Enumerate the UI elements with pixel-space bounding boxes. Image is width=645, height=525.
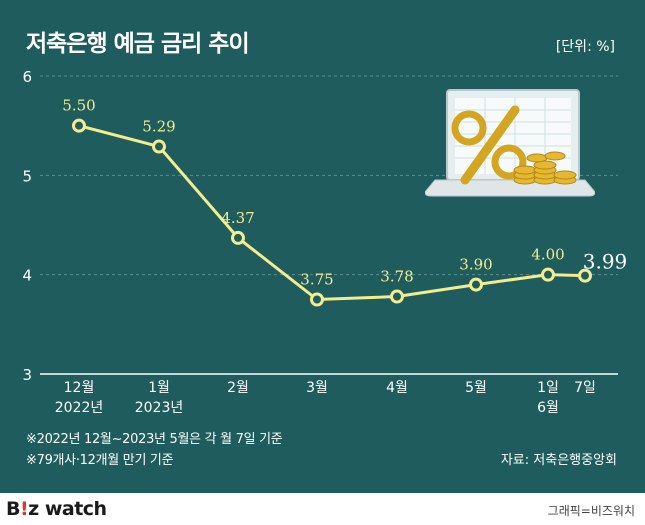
series-line bbox=[78, 124, 586, 301]
data-label-layer: 5.50 5.29 4.37 3.75 3.78 3.90 4.00 3.99 bbox=[62, 97, 627, 289]
x-tick-label: 6월 bbox=[537, 400, 559, 416]
data-label: 4.00 bbox=[531, 246, 564, 264]
data-point-layer bbox=[72, 118, 592, 307]
footnote-date-basis: ※2022년 12월~2023년 5월은 각 월 7일 기준 bbox=[26, 432, 283, 447]
x-tick-label: 7일 bbox=[574, 380, 596, 396]
x-tick-label: 2022년 bbox=[55, 400, 104, 416]
x-tick-label: 4월 bbox=[386, 380, 408, 396]
data-point bbox=[578, 268, 592, 283]
brand-logo: B!z watch bbox=[6, 498, 107, 520]
data-point bbox=[152, 139, 166, 154]
data-point bbox=[541, 267, 555, 282]
data-point bbox=[72, 118, 86, 133]
x-tick-label: 1월 bbox=[148, 380, 170, 396]
data-label: 3.90 bbox=[459, 256, 492, 274]
data-point bbox=[231, 230, 245, 245]
x-tick-label: 5월 bbox=[465, 380, 487, 396]
footnote-sample-basis: ※79개사·12개월 만기 기준 bbox=[26, 453, 174, 468]
unit-label: [단위: %] bbox=[555, 39, 615, 55]
y-tick-label: 5 bbox=[22, 167, 32, 185]
data-label: 3.99 bbox=[583, 250, 628, 274]
x-tick-label: 2023년 bbox=[135, 400, 184, 416]
x-tick-label: 3월 bbox=[306, 380, 328, 396]
series-line-layer bbox=[78, 124, 586, 301]
axis-layer: 3 4 5 6 12월 2022년 1월 2023년 2월 3월 4월 5월 1일 6월 7일 bbox=[22, 68, 618, 416]
data-label: 5.29 bbox=[142, 118, 175, 136]
y-tick-label: 3 bbox=[22, 366, 32, 384]
data-label: 3.78 bbox=[380, 268, 413, 286]
data-label: 5.50 bbox=[62, 97, 95, 115]
data-point bbox=[469, 277, 483, 292]
y-tick-label: 6 bbox=[22, 68, 32, 86]
data-point bbox=[390, 289, 404, 304]
y-tick-label: 4 bbox=[22, 267, 32, 285]
source-label: 자료: 저축은행중앙회 bbox=[500, 453, 617, 468]
graphic-credit: 그래픽=비즈워치 bbox=[547, 504, 635, 518]
footer-bar: B!z watch 그래픽=비즈워치 bbox=[0, 493, 645, 525]
data-label: 3.75 bbox=[300, 271, 333, 289]
percent-laptop-coins-icon bbox=[425, 89, 595, 197]
chart-title: 저축은행 예금 금리 추이 bbox=[26, 31, 250, 57]
data-label: 4.37 bbox=[221, 209, 254, 227]
x-tick-label: 2월 bbox=[227, 380, 249, 396]
x-tick-label: 12월 bbox=[64, 380, 95, 396]
x-tick-label: 1일 bbox=[537, 380, 559, 396]
data-point bbox=[310, 292, 324, 307]
